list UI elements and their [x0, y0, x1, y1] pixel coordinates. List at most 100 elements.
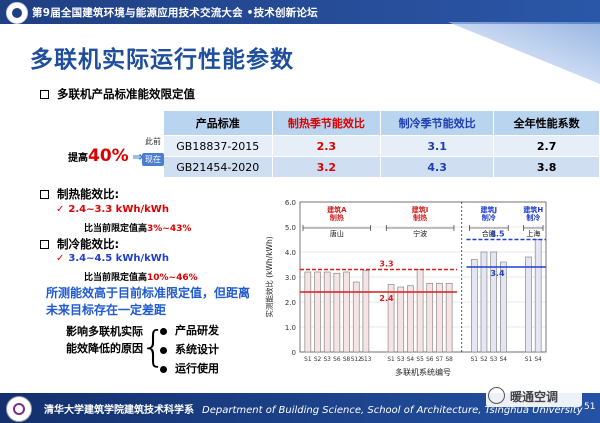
wechat-icon [488, 387, 505, 404]
footer-text: 清华大学建筑学院建筑技术科学系 Department of Building Sc… [44, 401, 583, 416]
university-seal-icon [6, 396, 32, 422]
city-label: 上海 [526, 229, 540, 238]
bar [480, 251, 488, 353]
watermark-text: 暖通空调 [510, 390, 559, 404]
header-bar: 第9届全国建筑环境与能源应用技术交流大会 •技术创新论坛 [0, 0, 600, 24]
group-label: 建筑J [481, 205, 498, 214]
page-number: 51 [584, 402, 596, 412]
group-label: 建筑I [412, 205, 429, 214]
bar [470, 259, 478, 353]
bar [343, 271, 350, 353]
table-row: GB21454-2020 3.2 4.3 3.8 [163, 156, 600, 178]
city-label: 合肥 [482, 229, 496, 238]
x-tick-label: S3 [397, 357, 405, 363]
bar [387, 284, 395, 353]
bar [314, 271, 321, 353]
uplift-value: 40% [88, 146, 129, 166]
factors-label: 影响多联机实际 能效降低的原因 [66, 323, 143, 357]
heating-heading: 制热能效比: [40, 186, 119, 202]
x-tick-label: S1 [525, 357, 533, 363]
y-tick-label: 1.0 [285, 324, 296, 332]
factors-label-line: 能效降低的原因 [66, 342, 143, 355]
bar [525, 256, 532, 353]
row-tag-before: 此前 [145, 137, 161, 146]
reference-label: 3.4 [490, 269, 505, 278]
group-label: 制热 [413, 213, 427, 222]
bar [397, 286, 405, 353]
bar [333, 272, 341, 353]
group-label: 建筑H [523, 205, 543, 214]
bar [500, 261, 507, 353]
uplift-prefix: 提高 [68, 153, 88, 164]
table-header-cell: 全年性能系数 [493, 110, 600, 136]
list-item: 运行使用 [160, 360, 219, 379]
group-label: 制冷 [482, 213, 496, 222]
reference-label: 4.5 [490, 230, 505, 239]
bar [362, 270, 370, 353]
bar [445, 282, 453, 353]
bar [490, 251, 497, 353]
table-header-cell: 制热季节能效比 [271, 110, 382, 136]
table-header-cell: 产品标准 [163, 110, 273, 136]
x-tick-label: S5 [416, 357, 424, 363]
table-cell: 3.1 [380, 135, 495, 157]
group-label: 建筑A [327, 205, 347, 214]
x-axis-label: 多联机系统编号 [395, 367, 451, 377]
x-tick-label: S4 [534, 357, 542, 363]
table-cell: 3.8 [493, 156, 600, 178]
factor-label: 系统设计 [175, 343, 219, 356]
heating-range: ✓ 2.4~3.3 kWh/kWh [56, 204, 169, 215]
table-cell: GB18837-2015 [163, 135, 273, 157]
x-tick-label: S1 [471, 357, 479, 363]
uplift-callout: 提高40% ⇒ [68, 146, 143, 166]
efficiency-bar-chart: 0 1.0 2.0 3.0 4.0 5.0 6.0 实测能效比 (kWh/kWh) 多联机系统编… [264, 199, 547, 377]
section-standards-heading: 多联机产品标准能效限定值 [40, 86, 195, 102]
square-bullet-icon [40, 90, 49, 99]
x-tick-label: S2 [314, 357, 322, 363]
bullet-dot-icon [160, 327, 167, 335]
heating-note-value: 3%~43% [147, 224, 192, 234]
bar [304, 271, 312, 353]
factor-label: 产品研发 [175, 324, 219, 337]
list-item: 产品研发 [160, 322, 219, 341]
x-tick-label: S6 [426, 357, 434, 363]
decorative-banner [448, 22, 600, 84]
x-tick-label: S4 [500, 357, 508, 363]
bar [323, 271, 331, 353]
table-row: GB18837-2015 2.3 3.1 2.7 [163, 135, 600, 157]
bar [534, 239, 542, 353]
group-label: 制热 [330, 213, 344, 222]
group-label: 制冷 [526, 213, 540, 222]
header-title: 第9届全国建筑环境与能源应用技术交流大会 •技术创新论坛 [32, 7, 318, 19]
section-standards-label: 多联机产品标准能效限定值 [57, 87, 195, 101]
y-tick-label: 6.0 [285, 199, 296, 207]
conclusion-text: 所测能效高于目前标准限定值，但距离未来目标存在一定差距 [46, 286, 251, 317]
table-cell: 2.7 [493, 135, 600, 157]
x-tick-label: S2 [480, 357, 488, 363]
x-tick-label: S7 [436, 357, 444, 363]
bar [407, 285, 414, 353]
row-tag-now: 现在 [142, 153, 164, 166]
x-tick-label: S8 [343, 357, 351, 363]
y-tick-label: 5.0 [285, 224, 296, 232]
reference-label: 3.3 [379, 260, 393, 269]
table-header-cell: 制冷季节能效比 [380, 110, 495, 136]
list-item: 系统设计 [160, 341, 219, 360]
factors-list: 产品研发 系统设计 运行使用 [160, 322, 219, 379]
check-icon: ✓ [56, 253, 65, 264]
bar [416, 269, 424, 353]
conference-logo [6, 2, 28, 24]
table-cell: GB21454-2020 [163, 156, 273, 178]
bullet-dot-icon [160, 365, 167, 373]
heating-note: 比当前限定值高3%~43% [84, 221, 191, 234]
y-tick-label: 3.0 [285, 274, 296, 282]
x-tick-label: S6 [333, 357, 341, 363]
watermark: 暖通空调 [486, 385, 582, 407]
y-tick-label: 4.0 [285, 249, 296, 257]
city-label: 唐山 [330, 229, 344, 238]
cooling-range: ✓ 3.4~4.5 kWh/kWh [56, 253, 169, 264]
city-label: 宁波 [413, 229, 427, 238]
factors-label-line: 影响多联机实际 [66, 325, 143, 338]
x-tick-label: S1 [304, 357, 312, 363]
square-bullet-icon [40, 240, 49, 249]
